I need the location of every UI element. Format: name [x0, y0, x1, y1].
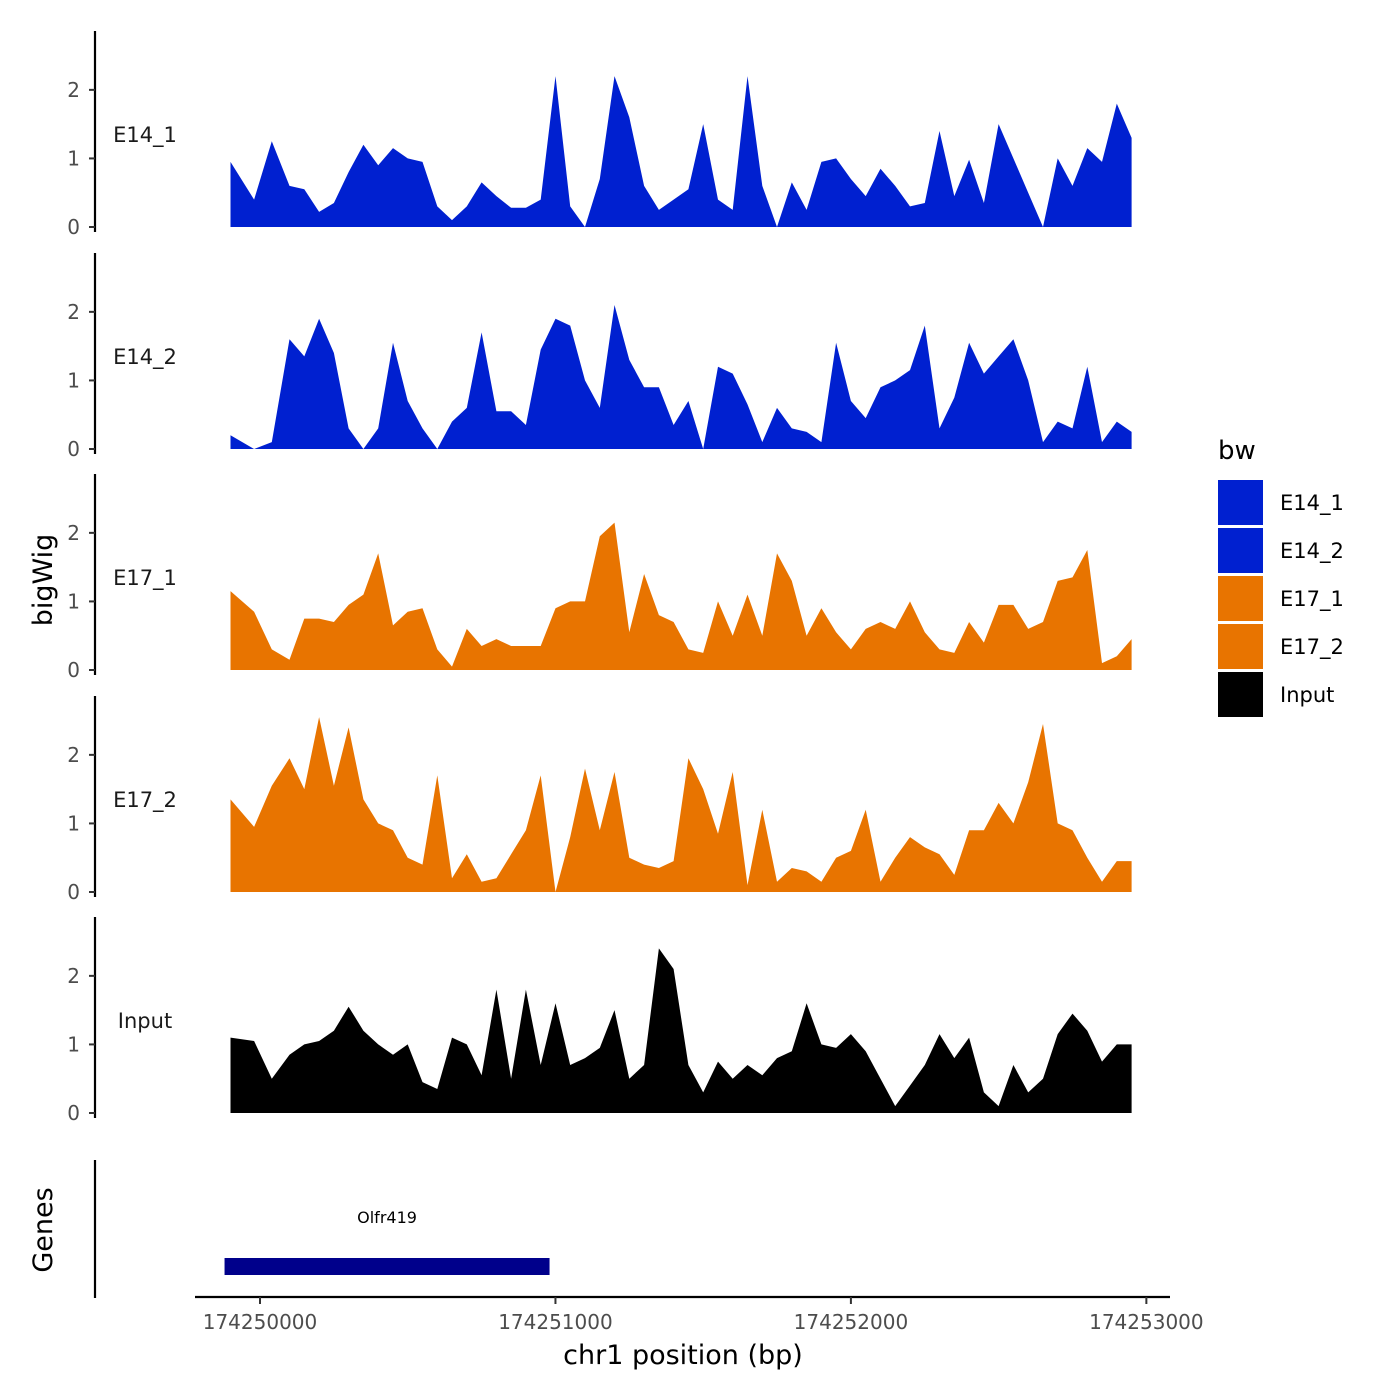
legend: E14_1 E14_2 E17_1 E17_2 Input	[1218, 480, 1344, 717]
y-axis-title: bigWig	[28, 534, 59, 627]
legend-swatch-E14_1	[1218, 480, 1263, 525]
x-axis: 174250000 174251000 174252000 174253000	[195, 1295, 1204, 1334]
legend-label-E14_1: E14_1	[1280, 491, 1344, 516]
legend-label-Input: Input	[1280, 683, 1334, 707]
x-tick-label: 174250000	[203, 1310, 318, 1334]
legend-item-E14_1: E14_1	[1218, 480, 1344, 525]
y-tick-label-Input: 2	[67, 964, 80, 988]
y-tick-label-E14_1: 2	[67, 78, 80, 102]
x-tick-label: 174252000	[794, 1310, 909, 1334]
coverage-area-E17_1	[230, 522, 1132, 670]
track-E17_2: 0 1 2 E17_2	[67, 696, 1132, 904]
track-label-E17_2: E17_2	[113, 788, 177, 813]
legend-swatch-E17_2	[1218, 624, 1263, 669]
y-tick-label-E14_2: 0	[67, 437, 80, 461]
legend-swatch-E17_1	[1218, 576, 1263, 621]
legend-swatch-E14_2	[1218, 528, 1263, 573]
x-axis-title: chr1 position (bp)	[563, 1340, 803, 1371]
gene-label: Olfr419	[357, 1208, 417, 1227]
coverage-area-Input	[230, 948, 1132, 1113]
legend-title: bw	[1218, 436, 1256, 466]
track-label-E14_2: E14_2	[113, 345, 177, 370]
gene-track: Olfr419	[93, 1160, 550, 1298]
legend-item-E17_2: E17_2	[1218, 624, 1344, 669]
y-tick-label-E14_1: 1	[67, 146, 80, 170]
legend-swatch-Input	[1218, 672, 1263, 717]
y-tick-label-E14_2: 1	[67, 368, 80, 392]
y-tick-label-E17_1: 1	[67, 589, 80, 613]
y-tick-label-E17_2: 2	[67, 743, 80, 767]
legend-label-E17_2: E17_2	[1280, 635, 1344, 660]
track-E14_2: 0 1 2 E14_2	[67, 253, 1132, 461]
genes-axis-title: Genes	[28, 1187, 59, 1272]
legend-label-E14_2: E14_2	[1280, 539, 1344, 564]
coverage-area-E14_1	[230, 76, 1132, 227]
coverage-area-E14_2	[230, 305, 1132, 449]
y-tick-label-E17_2: 0	[67, 880, 80, 904]
x-tick-label: 174251000	[498, 1310, 613, 1334]
track-label-Input: Input	[118, 1009, 172, 1033]
track-Input: 0 1 2 Input	[67, 917, 1132, 1125]
legend-item-Input: Input	[1218, 672, 1334, 717]
track-label-E17_1: E17_1	[113, 566, 177, 591]
x-tick-label: 174253000	[1089, 1310, 1204, 1334]
y-tick-label-E14_2: 2	[67, 300, 80, 324]
y-tick-label-Input: 0	[67, 1101, 80, 1125]
track-label-E14_1: E14_1	[113, 123, 177, 148]
gene-bar-Olfr419	[224, 1258, 550, 1275]
legend-label-E17_1: E17_1	[1280, 587, 1344, 612]
track-E14_1: 0 1 2 E14_1	[67, 31, 1132, 239]
track-E17_1: 0 1 2 E17_1	[67, 474, 1132, 682]
coverage-tracks: 0 1 2 E14_1 0 1 2 E14_2 0 1 2 E17_1 0 1 2 E17_2 0 1 2 Input	[67, 31, 1132, 1125]
coverage-area-E17_2	[230, 717, 1132, 892]
y-tick-label-E17_2: 1	[67, 811, 80, 835]
y-tick-label-E14_1: 0	[67, 215, 80, 239]
y-tick-label-E17_1: 2	[67, 521, 80, 545]
y-tick-label-E17_1: 0	[67, 658, 80, 682]
legend-item-E14_2: E14_2	[1218, 528, 1344, 573]
legend-item-E17_1: E17_1	[1218, 576, 1344, 621]
y-tick-label-Input: 1	[67, 1032, 80, 1056]
